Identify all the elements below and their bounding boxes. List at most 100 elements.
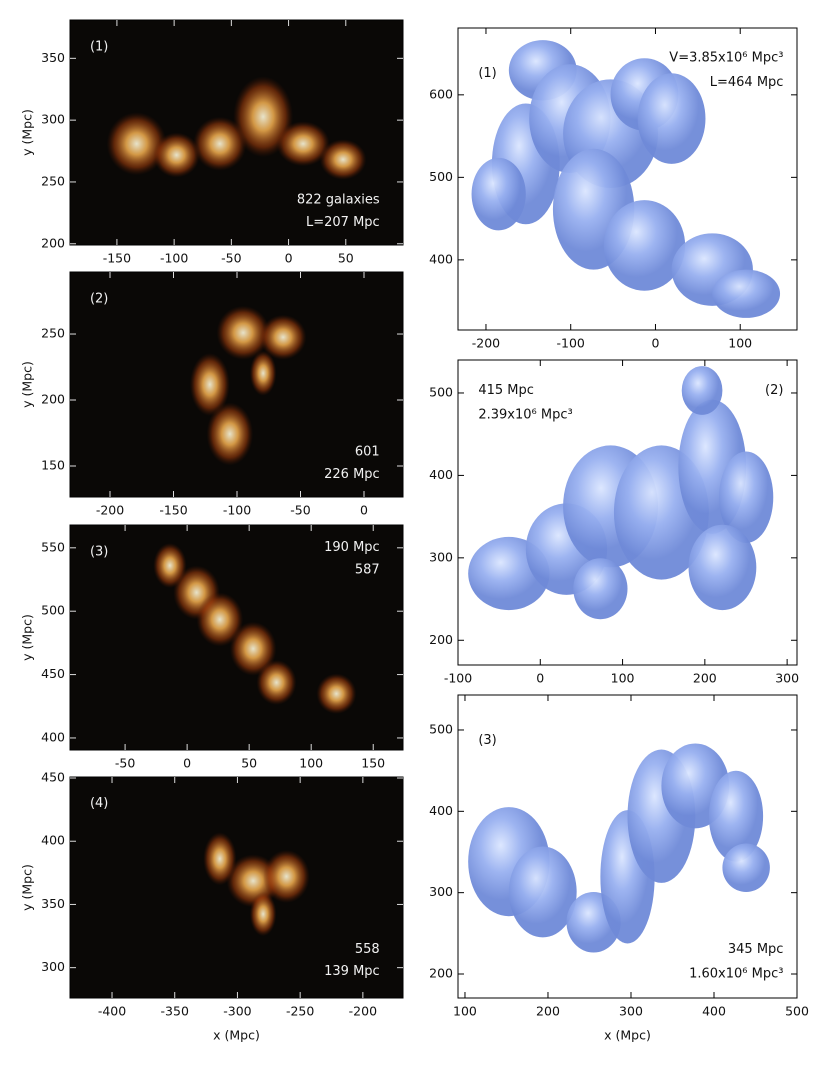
y-axis-label: y (Mpc) bbox=[20, 864, 35, 911]
x-tick-label: 200 bbox=[693, 671, 717, 686]
x-tick-label: -100 bbox=[444, 671, 472, 686]
y-tick-label: 400 bbox=[41, 833, 65, 848]
annotation: 226 Mpc bbox=[324, 467, 380, 482]
x-tick-label: -50 bbox=[115, 756, 135, 771]
x-tick-label: 50 bbox=[338, 251, 354, 266]
galaxy-blob bbox=[196, 592, 244, 647]
annotation: L=464 Mpc bbox=[710, 75, 784, 90]
iso-blob bbox=[573, 558, 628, 620]
x-tick-label: -50 bbox=[221, 251, 241, 266]
x-tick-label: -250 bbox=[286, 1004, 314, 1019]
x-tick-label: 100 bbox=[453, 1004, 477, 1019]
y-tick-label: 200 bbox=[41, 235, 65, 250]
y-tick-label: 550 bbox=[41, 539, 65, 554]
galaxy-blob bbox=[203, 832, 237, 886]
iso-blob bbox=[688, 524, 757, 611]
y-tick-label: 350 bbox=[41, 896, 65, 911]
x-tick-label: -100 bbox=[160, 251, 188, 266]
galaxy-blob bbox=[319, 139, 367, 180]
annotation: (3) bbox=[478, 733, 496, 748]
iso-blob bbox=[603, 200, 686, 291]
annotation: 2.39x10⁶ Mpc³ bbox=[478, 407, 572, 422]
annotation: (4) bbox=[90, 796, 108, 811]
y-tick-label: 300 bbox=[41, 112, 65, 127]
annotation: (2) bbox=[90, 292, 108, 307]
x-tick-label: -300 bbox=[223, 1004, 251, 1019]
annotation: (3) bbox=[90, 545, 108, 560]
annotation: (2) bbox=[765, 383, 783, 398]
annotation: (1) bbox=[478, 66, 496, 81]
x-axis-label: x (Mpc) bbox=[604, 1028, 651, 1043]
x-tick-label: 0 bbox=[651, 336, 659, 351]
annotation: 822 galaxies bbox=[297, 193, 380, 208]
x-tick-label: -100 bbox=[223, 503, 251, 518]
x-tick-label: -350 bbox=[161, 1004, 189, 1019]
annotation: 415 Mpc bbox=[478, 383, 534, 398]
x-tick-label: 200 bbox=[536, 1004, 560, 1019]
galaxy-blob bbox=[106, 112, 167, 176]
galaxy-blob bbox=[189, 353, 230, 416]
x-tick-label: 50 bbox=[241, 756, 257, 771]
galaxy-blob bbox=[153, 543, 187, 588]
y-axis-label: y (Mpc) bbox=[20, 109, 35, 156]
annotation: 601 bbox=[355, 445, 380, 460]
annotation: L=207 Mpc bbox=[306, 215, 380, 230]
galaxy-blob bbox=[249, 891, 277, 937]
y-tick-label: 600 bbox=[429, 86, 453, 101]
y-tick-label: 250 bbox=[41, 326, 65, 341]
galaxy-blob bbox=[256, 660, 297, 705]
y-tick-label: 350 bbox=[41, 50, 65, 65]
x-tick-label: 400 bbox=[702, 1004, 726, 1019]
y-tick-label: 200 bbox=[41, 392, 65, 407]
x-tick-label: 100 bbox=[299, 756, 323, 771]
y-tick-label: 300 bbox=[429, 884, 453, 899]
y-tick-label: 500 bbox=[429, 721, 453, 736]
x-tick-label: 0 bbox=[536, 671, 544, 686]
annotation: 587 bbox=[355, 563, 380, 578]
galaxy-blob bbox=[316, 673, 357, 714]
y-tick-label: 300 bbox=[429, 549, 453, 564]
galaxy-blob bbox=[206, 402, 254, 466]
galaxy-blob bbox=[229, 621, 277, 676]
galaxy-blob bbox=[216, 305, 270, 360]
x-tick-label: 0 bbox=[183, 756, 191, 771]
galaxy-blob bbox=[249, 350, 277, 396]
iso-blob bbox=[637, 73, 706, 164]
y-tick-label: 400 bbox=[429, 803, 453, 818]
galaxy-blob bbox=[263, 849, 310, 903]
annotation: (1) bbox=[90, 40, 108, 55]
x-tick-label: 500 bbox=[785, 1004, 809, 1019]
annotation: 345 Mpc bbox=[728, 942, 784, 957]
x-tick-label: -50 bbox=[290, 503, 310, 518]
y-tick-label: 500 bbox=[41, 603, 65, 618]
y-tick-label: 400 bbox=[429, 467, 453, 482]
x-tick-label: -400 bbox=[98, 1004, 126, 1019]
x-tick-label: 300 bbox=[619, 1004, 643, 1019]
x-tick-label: -200 bbox=[349, 1004, 377, 1019]
annotation: V=3.85x10⁶ Mpc³ bbox=[669, 51, 783, 66]
annotation: 139 Mpc bbox=[324, 964, 380, 979]
iso-blob bbox=[681, 366, 723, 415]
annotation: 1.60x10⁶ Mpc³ bbox=[689, 966, 783, 981]
x-tick-label: -150 bbox=[159, 503, 187, 518]
iso-blob bbox=[708, 770, 764, 862]
x-tick-label: 150 bbox=[361, 756, 385, 771]
x-tick-label: 300 bbox=[775, 671, 799, 686]
y-tick-label: 300 bbox=[41, 959, 65, 974]
x-tick-label: 0 bbox=[360, 503, 368, 518]
iso-blob bbox=[508, 846, 577, 938]
y-tick-label: 200 bbox=[429, 966, 453, 981]
x-tick-label: 100 bbox=[611, 671, 635, 686]
galaxy-blob bbox=[276, 121, 330, 167]
iso-blob bbox=[471, 157, 526, 231]
y-tick-label: 500 bbox=[429, 169, 453, 184]
y-tick-label: 400 bbox=[429, 251, 453, 266]
y-axis-label: y (Mpc) bbox=[20, 614, 35, 661]
galaxy-blob bbox=[259, 314, 307, 360]
x-axis-label: x (Mpc) bbox=[213, 1028, 260, 1043]
galaxy-blob bbox=[153, 132, 200, 178]
y-tick-label: 200 bbox=[429, 632, 453, 647]
x-tick-label: 100 bbox=[728, 336, 752, 351]
galaxy-blob bbox=[193, 116, 247, 171]
